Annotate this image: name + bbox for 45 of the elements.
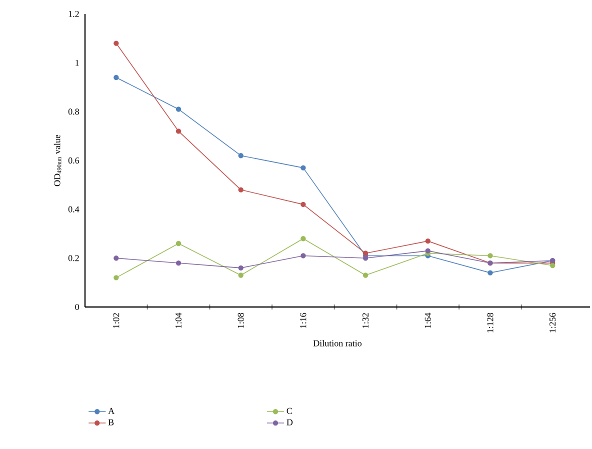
point <box>176 260 182 266</box>
point <box>238 272 244 278</box>
x-tick-label: 1:256 <box>550 312 556 332</box>
legend-label: D <box>286 419 293 426</box>
x-tick-label: 1:08 <box>238 313 244 328</box>
x-tick-label: 1:32 <box>362 313 369 328</box>
point <box>114 74 119 80</box>
x-tick-label: 1:04 <box>175 312 182 328</box>
y-tick-label: 0.6 <box>68 157 80 164</box>
point <box>488 270 493 276</box>
point <box>362 250 368 256</box>
y-tick-label: 0.4 <box>68 206 80 212</box>
legend-label: C <box>286 408 292 414</box>
y-tick-label: 0.2 <box>68 255 79 262</box>
point <box>425 238 430 244</box>
legend-label: A <box>108 408 115 414</box>
point <box>300 236 306 242</box>
point <box>550 262 556 268</box>
point <box>238 265 244 271</box>
y-tick-label: 0 <box>75 304 79 310</box>
point <box>176 106 182 112</box>
x-axis-title: Dilution ratio <box>313 340 362 346</box>
point <box>114 256 119 261</box>
x-tick-label: 1:64 <box>424 312 431 328</box>
point <box>300 165 306 170</box>
point <box>114 275 119 280</box>
point <box>238 153 244 158</box>
point <box>488 253 493 258</box>
x-tick-label: 1:16 <box>300 312 306 328</box>
y-tick-label: 1.2 <box>68 10 79 18</box>
legend-label: B <box>108 419 114 426</box>
point <box>300 202 306 208</box>
point <box>114 40 119 46</box>
point <box>176 128 182 134</box>
y-tick-label: 0.8 <box>68 108 79 115</box>
x-tick-label: 1:128 <box>487 312 494 332</box>
point <box>238 187 244 192</box>
y-tick-label: 1 <box>76 60 79 66</box>
point <box>300 253 306 258</box>
point <box>362 272 368 278</box>
y-axis-title: OD$_{490nm}$ value <box>54 134 62 186</box>
point <box>362 256 368 261</box>
point <box>176 240 182 246</box>
x-tick-label: 1:02 <box>113 313 120 328</box>
point <box>425 248 430 254</box>
